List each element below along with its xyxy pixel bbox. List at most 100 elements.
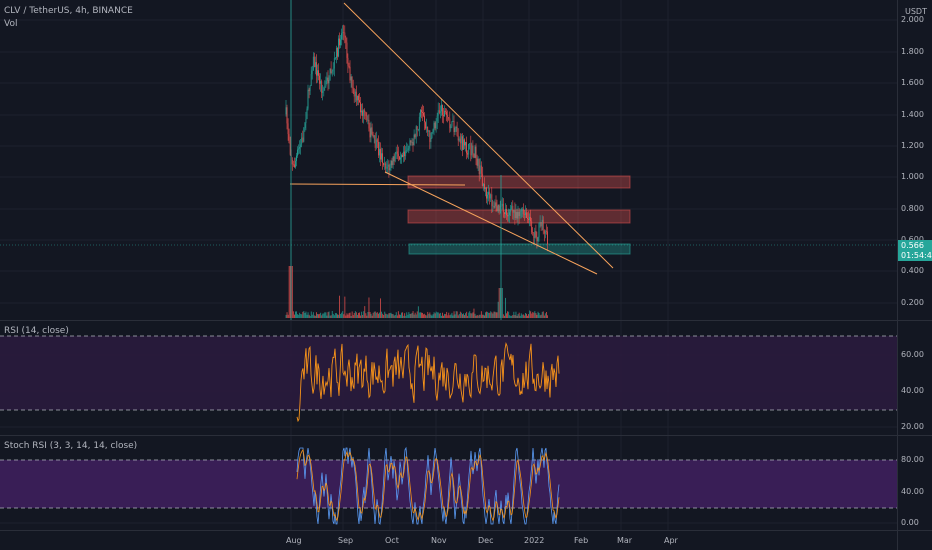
- candle-body: [475, 146, 477, 159]
- volume-bar: [526, 313, 527, 318]
- descending-resistance-line[interactable]: [343, 2, 614, 269]
- candle-body: [350, 76, 352, 81]
- volume-bar: [373, 311, 375, 318]
- candle-body: [330, 68, 332, 73]
- volume-bar: [307, 312, 309, 318]
- rsi-tick: 60.00: [901, 350, 924, 359]
- volume-bar: [325, 312, 327, 318]
- horizontal-support-line[interactable]: [289, 183, 466, 186]
- candle-body: [369, 128, 371, 138]
- candle-body: [300, 144, 302, 148]
- candle-body: [507, 215, 508, 217]
- candle-body: [393, 156, 395, 162]
- candle-body: [381, 153, 382, 160]
- candle-body: [400, 157, 401, 160]
- candle-body: [317, 70, 318, 76]
- rsi-tick: 40.00: [901, 386, 924, 395]
- candle-body: [365, 111, 367, 117]
- volume-bar: [438, 313, 440, 318]
- volume-bar: [421, 312, 422, 318]
- candle-body: [384, 163, 386, 165]
- candle-body: [431, 132, 433, 138]
- symbol-legend[interactable]: CLV / TetherUS, 4h, BINANCE: [4, 6, 133, 16]
- volume-bar: [499, 288, 501, 318]
- candle-body: [496, 206, 498, 212]
- rsi-legend[interactable]: RSI (14, close): [4, 326, 69, 336]
- candle-body: [514, 210, 516, 218]
- candle-body: [450, 126, 452, 129]
- candle-body: [473, 153, 475, 158]
- candle-body: [520, 210, 522, 212]
- candle-body: [418, 116, 420, 130]
- candle-body: [474, 146, 476, 158]
- candle-body: [430, 137, 432, 142]
- rsi-band: [0, 336, 897, 410]
- candle-body: [465, 142, 466, 146]
- candle-body: [336, 47, 337, 58]
- candle-body: [321, 81, 323, 93]
- volume-bar: [383, 315, 385, 318]
- candle-body: [495, 202, 497, 207]
- candle-body: [521, 208, 523, 211]
- volume-bar: [508, 311, 510, 318]
- volume-bar: [308, 314, 310, 318]
- price-tick: 0.200: [901, 298, 924, 307]
- candle-body: [438, 110, 440, 113]
- volume-bar: [528, 314, 529, 318]
- candle-body: [329, 68, 331, 80]
- volume-bar: [429, 312, 431, 318]
- volume-bar: [457, 315, 459, 318]
- candle-body: [481, 173, 483, 186]
- candle-body: [505, 209, 506, 214]
- time-tick: Apr: [664, 536, 678, 545]
- candle-body: [459, 138, 461, 144]
- candle-body: [424, 115, 425, 123]
- candle-body: [375, 139, 377, 148]
- volume-bar: [432, 314, 434, 318]
- volume-bar: [416, 311, 418, 318]
- candle-body: [455, 126, 457, 128]
- candle-body: [302, 137, 304, 142]
- candle-body: [488, 191, 489, 195]
- volume-bar: [328, 311, 330, 318]
- volume-bar: [362, 315, 364, 318]
- volume-bar: [454, 314, 456, 318]
- volume-legend[interactable]: Vol: [4, 19, 18, 29]
- candle-body: [516, 212, 518, 219]
- volume-bar: [385, 313, 387, 318]
- candle-body: [504, 212, 505, 214]
- candle-body: [433, 122, 435, 130]
- candle-body: [439, 111, 441, 113]
- candle-body: [432, 129, 434, 132]
- candle-body: [458, 138, 460, 141]
- candle-body: [525, 212, 526, 215]
- candle-body: [405, 150, 407, 157]
- stoch-tick: 40.00: [901, 487, 924, 496]
- volume-bar: [529, 310, 531, 318]
- candle-body: [422, 112, 423, 113]
- stoch-tick: 80.00: [901, 455, 924, 464]
- candle-body: [444, 110, 445, 117]
- descending-support-line[interactable]: [384, 171, 598, 275]
- candle-body: [489, 191, 491, 199]
- candle-body: [305, 119, 307, 124]
- volume-bar: [342, 311, 344, 318]
- candle-body: [429, 130, 431, 142]
- candle-body: [537, 237, 539, 242]
- candle-body: [402, 155, 403, 157]
- candle-body: [392, 156, 394, 166]
- volume-bar: [430, 314, 432, 318]
- volume-bar: [448, 312, 450, 318]
- candle-body: [484, 184, 485, 189]
- volume-bar: [321, 315, 323, 318]
- candle-body: [410, 140, 412, 143]
- volume-bar: [386, 314, 388, 318]
- volume-bar: [527, 315, 528, 318]
- candle-body: [517, 211, 519, 219]
- volume-bar: [472, 312, 474, 318]
- volume-bar: [470, 313, 472, 318]
- candle-body: [462, 136, 463, 150]
- volume-bar: [365, 313, 367, 318]
- stoch-rsi-legend[interactable]: Stoch RSI (3, 3, 14, 14, close): [4, 441, 138, 451]
